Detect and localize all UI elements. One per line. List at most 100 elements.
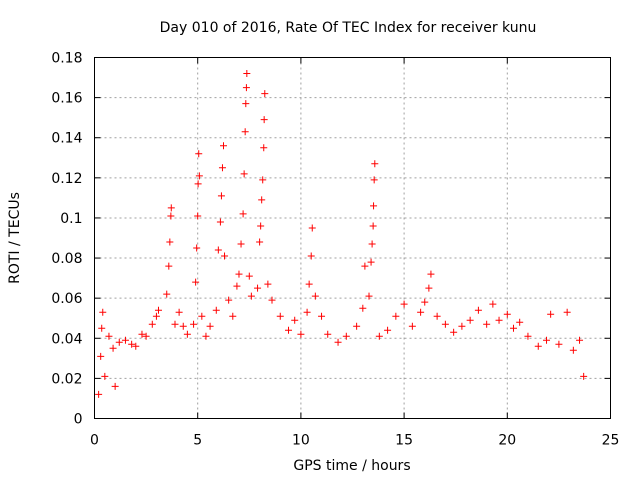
data-point [105, 332, 113, 340]
y-tick-label: 0.18 [51, 51, 82, 67]
data-point [264, 280, 272, 288]
data-point [555, 340, 563, 348]
data-point [425, 284, 433, 292]
x-tick-label: 25 [602, 433, 620, 449]
data-point [109, 344, 117, 352]
data-point [576, 336, 584, 344]
data-point [154, 306, 162, 314]
data-point [220, 142, 227, 150]
data-point [503, 310, 511, 318]
data-point [370, 176, 378, 184]
data-point [193, 244, 201, 252]
data-point [392, 312, 400, 320]
data-point [216, 218, 224, 226]
data-point [195, 172, 203, 180]
data-point [483, 320, 491, 328]
data-point [458, 322, 466, 330]
data-point [285, 326, 293, 334]
data-point [375, 332, 383, 340]
data-point [242, 100, 250, 108]
data-point [400, 300, 408, 308]
data-point [427, 270, 435, 278]
data-point [534, 342, 542, 350]
data-point [98, 324, 106, 332]
data-point [318, 312, 326, 320]
data-point [257, 222, 265, 230]
data-point [190, 320, 198, 328]
data-point [370, 202, 378, 210]
data-point [417, 308, 425, 316]
data-point [291, 316, 299, 324]
data-point [240, 170, 248, 178]
data-point [260, 144, 268, 152]
data-point [303, 308, 311, 316]
x-tick-label: 15 [395, 433, 413, 449]
data-point [152, 312, 160, 320]
data-point [194, 180, 202, 188]
data-point [308, 224, 316, 232]
data-point [547, 310, 555, 318]
data-point [195, 150, 203, 158]
data-point [243, 70, 251, 78]
data-point [138, 330, 146, 338]
y-tick-label: 0.02 [51, 371, 82, 387]
data-point [254, 284, 262, 292]
data-point [334, 338, 342, 346]
data-point [179, 322, 187, 330]
data-point [115, 338, 123, 346]
data-point [97, 352, 105, 360]
data-point [247, 292, 255, 300]
data-point [221, 252, 229, 260]
data-point [214, 246, 222, 254]
y-tick-labels: 0 0.02 0.04 0.06 0.08 0.1 0.12 0.14 0.16 0.18 [51, 51, 82, 428]
data-point [261, 90, 269, 98]
x-tick-label: 0 [90, 433, 99, 449]
x-axis-label: GPS time / hours [293, 458, 410, 474]
data-point [167, 212, 175, 220]
data-point [563, 308, 571, 316]
data-point [408, 322, 416, 330]
data-point [194, 212, 202, 220]
data-point [233, 282, 241, 290]
data-point [163, 290, 171, 298]
data-point [260, 116, 268, 124]
x-tick-label: 10 [292, 433, 310, 449]
data-point [580, 372, 588, 380]
data-point [311, 292, 319, 300]
data-point [256, 238, 264, 246]
data-point [192, 278, 200, 286]
data-point [441, 320, 449, 328]
y-tick-label: 0 [74, 412, 83, 428]
y-tick-label: 0.1 [60, 211, 82, 227]
plot-frame [94, 57, 611, 419]
data-point [450, 328, 458, 336]
y-tick-label: 0.14 [51, 131, 82, 147]
y-axis-label: ROTI / TECUs [7, 192, 23, 284]
data-point [245, 272, 253, 280]
data-point [421, 298, 429, 306]
data-point [148, 320, 156, 328]
data-point [367, 258, 375, 266]
data-point [369, 222, 377, 230]
y-tick-label: 0.12 [51, 171, 82, 187]
grid-lines [94, 57, 611, 419]
data-point [297, 330, 305, 338]
data-point [111, 382, 119, 390]
data-point [305, 280, 313, 288]
data-point [132, 342, 140, 350]
data-points [95, 70, 588, 398]
x-tick-labels: 0 5 10 15 20 25 [90, 433, 619, 449]
data-point [198, 312, 206, 320]
data-point [237, 240, 245, 248]
data-point [474, 306, 482, 314]
data-point [171, 320, 179, 328]
data-point [365, 292, 373, 300]
data-point [543, 336, 551, 344]
data-point [166, 238, 174, 246]
data-point [167, 204, 175, 212]
data-point [489, 300, 497, 308]
x-tick-label: 20 [498, 433, 516, 449]
data-point [361, 262, 369, 270]
data-point [242, 84, 250, 92]
